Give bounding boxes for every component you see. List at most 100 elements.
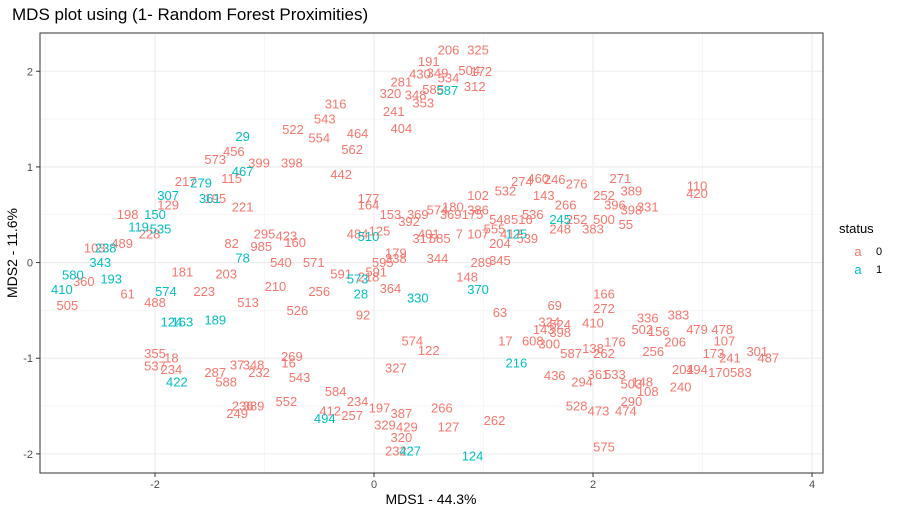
- data-point-label: 193: [100, 271, 122, 286]
- data-point-label: 246: [544, 172, 566, 187]
- data-point-label: 383: [668, 308, 690, 323]
- data-point-label: 69: [547, 298, 561, 313]
- data-point-label: 427: [399, 444, 421, 459]
- data-point-label: 124: [462, 448, 484, 463]
- data-point-label: 170: [708, 365, 730, 380]
- data-point-label: 228: [139, 226, 161, 241]
- data-point-label: 417: [500, 226, 522, 241]
- data-point-label: 256: [642, 344, 664, 359]
- data-point-label: 234: [347, 394, 369, 409]
- data-point-label: 436: [544, 368, 566, 383]
- data-point-label: 524: [549, 317, 571, 332]
- data-point-label: 221: [232, 200, 254, 215]
- data-point-label: 92: [356, 308, 370, 323]
- data-point-label: 348: [243, 357, 265, 372]
- y-tick-label: -1: [23, 353, 33, 365]
- data-point-label: 585: [429, 231, 451, 246]
- data-point-label: 206: [438, 43, 460, 58]
- data-point-label: 289: [470, 255, 492, 270]
- data-point-label: 122: [418, 343, 440, 358]
- data-point-label: 423: [276, 228, 298, 243]
- data-point-label: 17: [498, 334, 512, 349]
- data-point-label: 329: [374, 418, 396, 433]
- data-point-label: 204: [672, 362, 694, 377]
- data-point-label: 460: [527, 171, 549, 186]
- x-tick-label: 4: [809, 479, 815, 491]
- data-point-label: 595: [372, 255, 394, 270]
- data-point-label: 478: [711, 322, 733, 337]
- data-point-label: 361: [199, 191, 221, 206]
- data-point-label: 301: [746, 344, 768, 359]
- data-point-label: 204: [489, 236, 511, 251]
- data-point-label: 256: [308, 284, 330, 299]
- data-point-label: 398: [281, 156, 303, 171]
- data-point-label: 125: [506, 226, 528, 241]
- data-point-label: 107: [714, 334, 736, 349]
- x-tick-label: -2: [150, 479, 160, 491]
- data-point-label: 389: [243, 399, 265, 414]
- data-point-label: 588: [215, 375, 237, 390]
- x-tick-label: 2: [590, 479, 596, 491]
- data-point-label: 129: [157, 198, 179, 213]
- data-point-label: 392: [398, 214, 420, 229]
- data-point-label: 29: [235, 129, 249, 144]
- data-point-label: 197: [369, 400, 391, 415]
- data-point-label: 37: [230, 357, 244, 372]
- data-point-label: 536: [522, 207, 544, 222]
- legend-title: status: [839, 221, 874, 236]
- data-point-label: 115: [221, 171, 242, 186]
- data-point-label: 386: [467, 202, 489, 217]
- data-point-label: 401: [418, 226, 440, 241]
- data-point-label: 210: [265, 279, 287, 294]
- data-point-label: 173: [703, 346, 725, 361]
- data-point-label: 474: [615, 403, 637, 418]
- x-axis-ticks: -2 0 2 4: [150, 473, 815, 491]
- data-point-label: 245: [549, 212, 571, 227]
- data-point-label: 587: [560, 346, 582, 361]
- data-point-label: 583: [730, 365, 752, 380]
- data-point-label: 203: [215, 267, 237, 282]
- data-point-label: 456: [223, 144, 245, 159]
- data-point-label: 420: [686, 186, 708, 201]
- data-point-label: 571: [303, 255, 325, 270]
- data-point-label: 534: [438, 70, 460, 85]
- data-point-label: 269: [281, 349, 303, 364]
- data-point-label: 396: [604, 198, 626, 213]
- data-point-label: 63: [493, 305, 507, 320]
- data-point-label: 61: [120, 287, 134, 302]
- data-point-label: 464: [347, 126, 369, 141]
- data-point-label: 281: [391, 74, 413, 89]
- y-tick-label: -2: [23, 449, 33, 461]
- data-point-label: 348: [405, 88, 427, 103]
- data-point-label: 535: [150, 222, 172, 237]
- data-point-label: 181: [172, 265, 194, 280]
- data-point-label: 422: [166, 375, 188, 390]
- data-point-label: 320: [380, 86, 402, 101]
- data-point-label: 505: [57, 298, 79, 313]
- data-point-label: 585: [422, 82, 444, 97]
- legend: status a 0 a 1: [839, 221, 882, 277]
- data-point-label: 500: [593, 212, 615, 227]
- data-point-label: 249: [226, 406, 248, 421]
- data-point-label: 336: [637, 311, 659, 326]
- data-point-label: 143: [533, 322, 555, 337]
- data-point-label: 522: [282, 122, 304, 137]
- data-point-label: 82: [224, 236, 238, 251]
- data-point-label: 316: [325, 96, 347, 111]
- data-point-label: 543: [289, 370, 311, 385]
- data-point-label: 18: [164, 351, 178, 366]
- data-point-label: 164: [358, 198, 380, 213]
- data-point-label: 398: [621, 202, 643, 217]
- data-point-label: 320: [391, 430, 413, 445]
- data-point-label: 574: [427, 202, 449, 217]
- data-point-label: 584: [325, 384, 347, 399]
- data-point-label: 410: [582, 315, 604, 330]
- data-point-label: 55: [619, 217, 633, 232]
- y-tick-label: 2: [27, 66, 33, 78]
- data-point-label: 355: [144, 346, 166, 361]
- data-point-label: 488: [144, 295, 166, 310]
- data-point-label: 236: [232, 399, 254, 414]
- data-point-label: 180: [442, 200, 464, 215]
